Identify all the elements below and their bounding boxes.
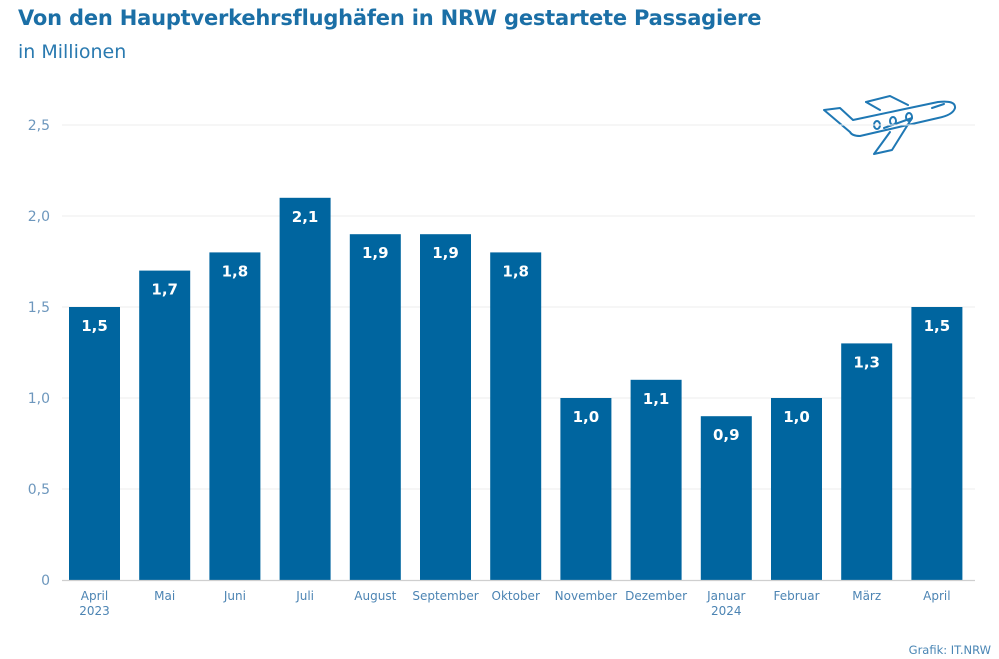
x-tick-label: Januar — [706, 589, 745, 603]
x-tick-label: September — [412, 589, 478, 603]
bar — [139, 270, 191, 580]
x-tick-label: Oktober — [492, 589, 540, 603]
x-tick-label: Mai — [154, 589, 175, 603]
y-tick-label: 2,5 — [28, 118, 50, 134]
x-tick-label: April — [923, 589, 950, 603]
x-tick-label: März — [852, 589, 881, 603]
x-tick-label: 2023 — [79, 604, 110, 618]
chart-title: Von den Hauptverkehrsflughäfen in NRW ge… — [18, 6, 762, 30]
x-tick-label: April — [81, 589, 108, 603]
bar — [700, 416, 752, 580]
bar — [279, 197, 331, 581]
data-label: 1,1 — [643, 390, 670, 408]
data-label: 1,3 — [853, 353, 880, 371]
bar — [911, 307, 963, 580]
bar — [349, 234, 401, 580]
bar — [490, 252, 542, 580]
x-tick-label: 2024 — [711, 604, 742, 618]
x-tick-label: November — [555, 589, 617, 603]
bar — [420, 234, 471, 580]
y-tick-label: 1,5 — [28, 300, 50, 316]
data-label: 1,5 — [81, 317, 108, 335]
y-tick-label: 0,5 — [28, 482, 50, 498]
bar — [69, 307, 120, 580]
data-label: 1,0 — [573, 408, 600, 426]
bar — [560, 398, 612, 580]
x-tick-label: August — [354, 589, 396, 603]
data-label: 2,1 — [292, 208, 319, 226]
data-label: 0,9 — [713, 426, 740, 444]
data-label: 1,9 — [362, 244, 389, 262]
data-label: 1,7 — [151, 281, 178, 299]
y-axis: 0 0,5 1,0 1,5 2,0 2,5 — [28, 118, 50, 589]
x-tick-label: Juni — [223, 589, 246, 603]
x-tick-label: Dezember — [625, 589, 687, 603]
data-label: 1,8 — [502, 262, 529, 280]
x-tick-label: Juli — [295, 589, 314, 603]
data-label: 1,0 — [783, 408, 810, 426]
bar — [841, 343, 893, 580]
y-tick-label: 0 — [41, 573, 50, 589]
label-layer: 1,5 1,7 1,8 2,1 1,9 1,9 1,8 1,0 1,1 0,9 1,0 1,3 1,5 — [81, 208, 950, 444]
data-label: 1,9 — [432, 244, 459, 262]
y-tick-label: 2,0 — [28, 209, 50, 225]
bar — [209, 252, 261, 580]
x-tick-label: Februar — [773, 589, 819, 603]
bar — [771, 398, 822, 580]
bar — [630, 379, 682, 580]
source-credit: Grafik: IT.NRW — [908, 643, 991, 657]
data-label: 1,5 — [924, 317, 951, 335]
bar-layer — [69, 197, 963, 581]
chart-subtitle: in Millionen — [18, 41, 127, 63]
y-tick-label: 1,0 — [28, 391, 50, 407]
data-label: 1,8 — [222, 262, 249, 280]
